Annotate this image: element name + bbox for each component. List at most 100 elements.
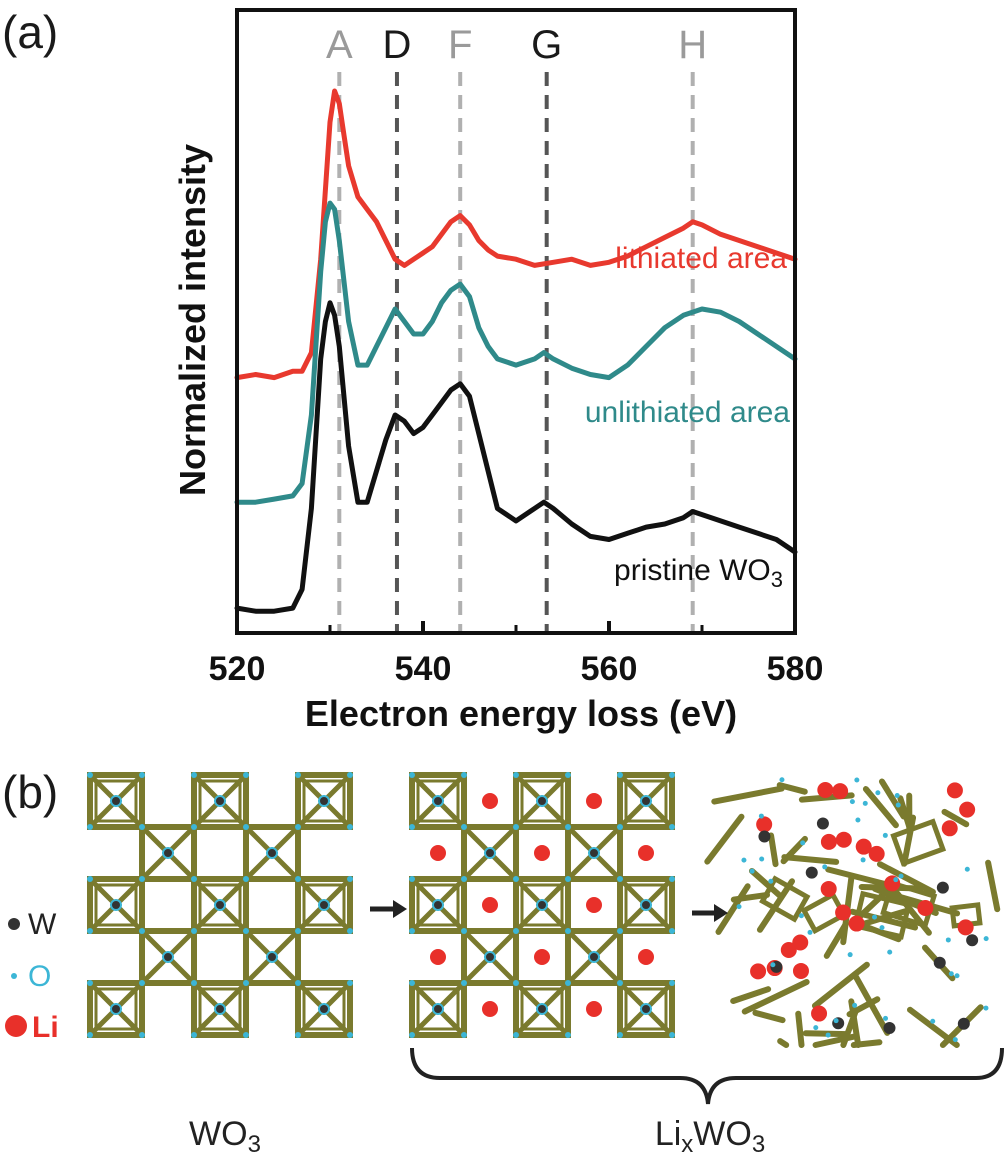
wo3-lattice	[87, 772, 353, 1038]
arrow-2	[692, 904, 728, 922]
panel-a-label: (a)	[2, 6, 58, 58]
o-atom	[883, 1015, 889, 1021]
w-legend-dot	[8, 918, 20, 930]
octahedron-10	[243, 824, 301, 882]
x-ticks: 520 540 560 580	[209, 621, 824, 688]
bond-fragment	[941, 808, 970, 828]
o-atom	[894, 792, 900, 798]
bond-fragment	[876, 861, 936, 895]
o-atom	[849, 799, 855, 805]
o-atom	[948, 971, 954, 977]
atom-legend: W O Li	[5, 908, 59, 1044]
bond-fragment	[878, 778, 907, 820]
li-atom	[534, 845, 550, 861]
bond-fragment	[825, 866, 896, 890]
li-atom	[534, 949, 550, 965]
octahedron-3	[409, 876, 467, 934]
li-atom	[430, 949, 446, 965]
li-atom	[917, 899, 934, 916]
x-axis-title: Electron energy loss (eV)	[305, 693, 737, 734]
li-atom	[941, 820, 958, 837]
octahedron-1	[513, 772, 571, 830]
w-atom	[832, 1017, 845, 1030]
li-atom	[756, 816, 773, 833]
w-atom	[966, 934, 979, 947]
w-atom	[883, 1022, 896, 1035]
x-tick-label-520: 520	[209, 650, 266, 688]
caption-lixwo3: LixWO3	[655, 1115, 765, 1153]
o-legend-label: O	[28, 960, 51, 993]
o-atom	[930, 1018, 936, 1024]
bond-fragment	[897, 795, 913, 830]
curve-labels: lithiated area unlithiated area pristine…	[585, 242, 790, 592]
lixwo3-ordered-lattice	[409, 772, 675, 1038]
bond-fragment	[752, 1009, 786, 1024]
bond-fragment	[715, 883, 751, 935]
caption-wo3: WO3	[189, 1115, 261, 1153]
o-atom	[954, 973, 960, 979]
li-atom	[586, 1001, 602, 1017]
peak-label-F: F	[448, 23, 472, 67]
bond-fragment	[811, 961, 870, 1009]
o-atom	[964, 866, 970, 872]
li-atom	[792, 962, 809, 979]
bond-fragment	[812, 1033, 860, 1048]
li-atom	[638, 845, 654, 861]
li-atom	[820, 833, 837, 850]
li-atom	[792, 934, 809, 951]
w-atom	[805, 866, 818, 879]
li-atom	[586, 897, 602, 913]
o-atom	[833, 1018, 839, 1024]
x-tick-label-580: 580	[767, 650, 824, 688]
o-atom	[862, 800, 868, 806]
w-atom	[758, 830, 771, 843]
o-atom	[758, 813, 764, 819]
bond-fragment	[776, 782, 808, 795]
li-atom	[638, 949, 654, 965]
li-atom	[835, 831, 852, 848]
octahedron-0	[87, 772, 145, 830]
octahedron-5	[617, 876, 675, 934]
o-atom	[879, 925, 885, 931]
y-axis-title: Normalized intensity	[172, 144, 213, 496]
series-group	[234, 88, 798, 614]
li-atom	[820, 880, 837, 897]
o-atom	[895, 802, 901, 808]
bond-fragment	[985, 859, 1001, 913]
o-atom	[872, 914, 878, 920]
o-atom	[854, 777, 860, 783]
bond-fragment	[730, 986, 772, 1004]
li-atom	[811, 1005, 828, 1022]
bond-fragment	[748, 868, 784, 900]
w-atom	[933, 956, 946, 969]
x-tick-label-540: 540	[395, 650, 452, 688]
plot-frame	[235, 8, 797, 635]
li-atom	[855, 838, 872, 855]
panel-b-label: (b)	[2, 766, 58, 818]
o-atom	[825, 1032, 831, 1038]
octahedron-1	[191, 772, 249, 830]
o-atom	[875, 790, 881, 796]
li-atom	[832, 783, 849, 800]
o-atom	[860, 857, 866, 863]
bond-fragment	[777, 1038, 790, 1048]
distorted-octahedron	[759, 875, 811, 923]
o-atom	[770, 962, 776, 968]
li-atom	[482, 897, 498, 913]
o-atom	[952, 1037, 958, 1043]
bond-fragment	[854, 906, 914, 929]
o-atom	[759, 856, 765, 862]
octahedron-2	[295, 772, 353, 830]
series-line-pristine-wo3	[234, 300, 798, 614]
lixwo3-brace	[410, 1047, 1004, 1105]
w-atom	[816, 817, 829, 830]
li-atom	[430, 845, 446, 861]
li-atom	[959, 801, 976, 818]
o-legend-dot	[11, 973, 17, 979]
octahedron-9	[461, 824, 519, 882]
distorted-octahedron	[890, 818, 947, 867]
li-legend-label: Li	[32, 1011, 59, 1044]
bond-fragment	[741, 978, 810, 1015]
